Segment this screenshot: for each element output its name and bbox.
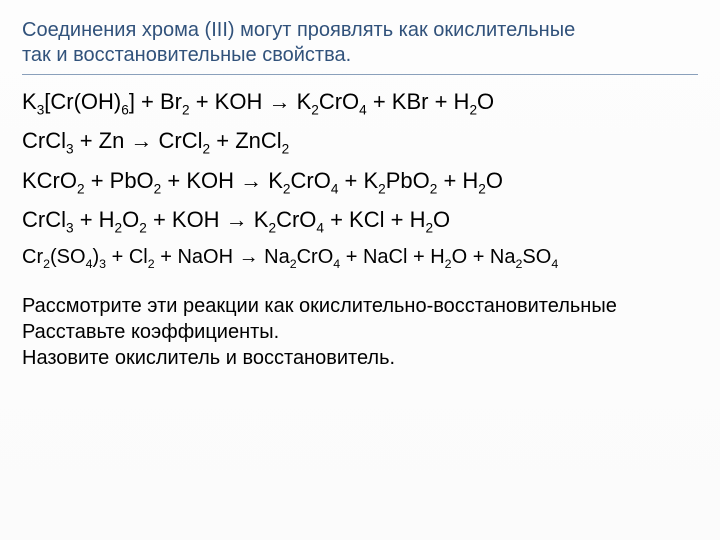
equation-4: CrCl3 + H2O2 + KOH → K2CrO4 + KCl + H2O (22, 207, 698, 232)
equation-5: Cr2(SO4)3 + Cl2 + NaOH → Na2CrO4 + NaCl … (22, 246, 698, 269)
task-line-2: Расставьте коэффициенты. (22, 321, 279, 343)
slide-heading: Соединения хрома (III) могут проявлять к… (22, 18, 698, 68)
task-line-3: Назовите окислитель и восстановитель. (22, 347, 395, 369)
task-block: Рассмотрите эти реакции как окислительно… (22, 293, 698, 371)
task-line-1: Рассмотрите эти реакции как окислительно… (22, 295, 617, 317)
heading-line-1: Соединения хрома (III) могут проявлять к… (22, 19, 575, 41)
equation-1: K3[Cr(OH)6] + Br2 + KOH → K2CrO4 + KBr +… (22, 89, 698, 114)
heading-line-2: так и восстановительные свойства. (22, 44, 351, 66)
equation-list: K3[Cr(OH)6] + Br2 + KOH → K2CrO4 + KBr +… (22, 89, 698, 269)
equation-3: KCrO2 + PbO2 + KOH → K2CrO4 + K2PbO2 + H… (22, 168, 698, 193)
equation-2: CrCl3 + Zn → CrCl2 + ZnCl2 (22, 128, 698, 153)
slide-page: Соединения хрома (III) могут проявлять к… (0, 0, 720, 540)
heading-underline (22, 74, 698, 75)
